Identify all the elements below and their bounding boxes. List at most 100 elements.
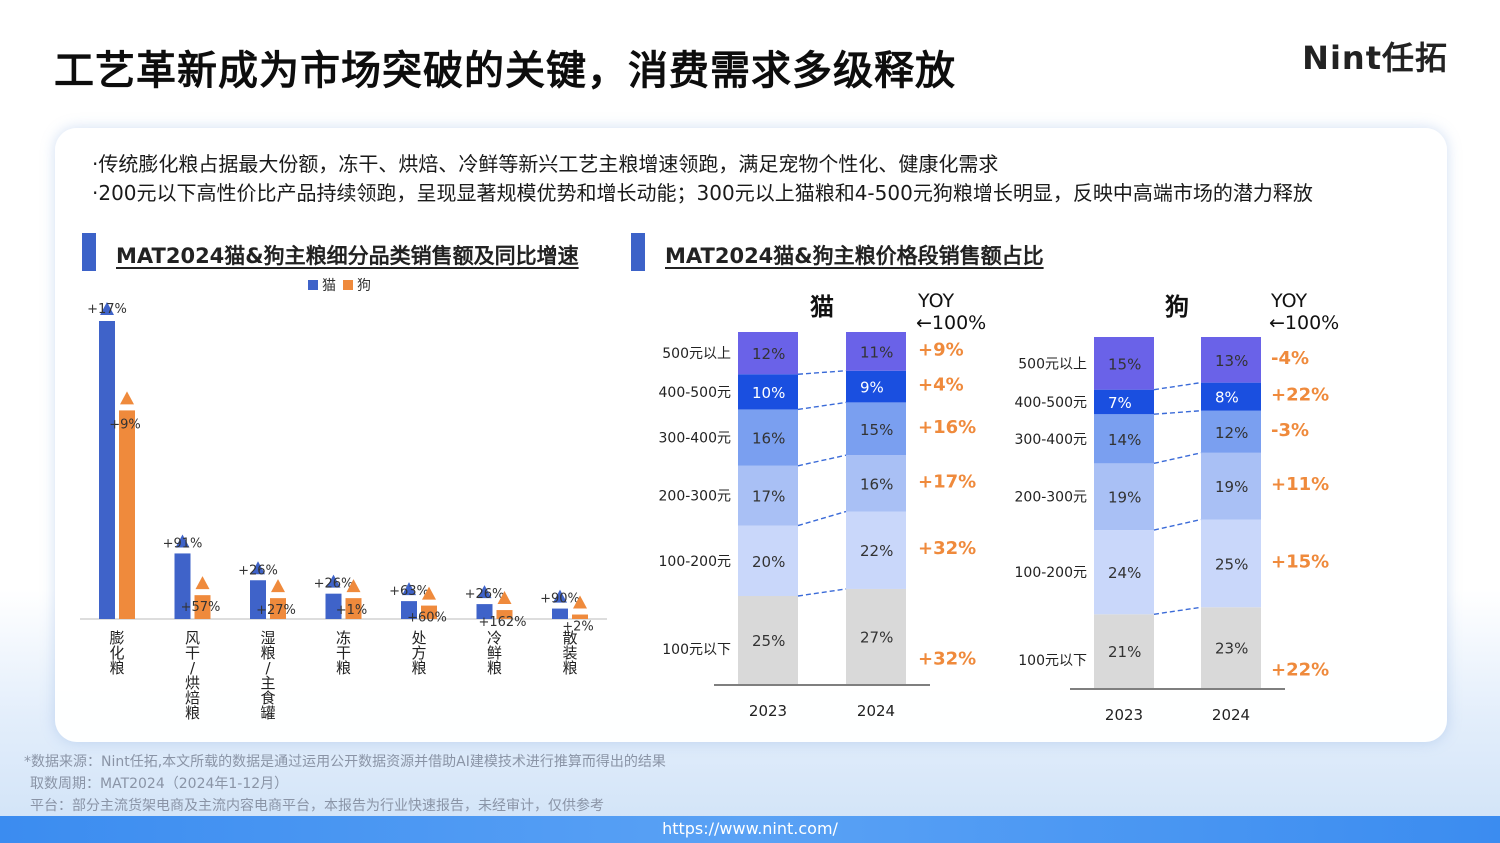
yoy-header: YOY [917, 290, 954, 312]
yoy-arrow-cat [175, 534, 190, 548]
yoy-value: +17% [918, 471, 976, 492]
stack-chart-title: 狗 [1165, 293, 1189, 321]
legend-swatch-cat [308, 280, 318, 290]
stack-segment [1201, 410, 1261, 453]
year-label: 2024 [857, 702, 895, 720]
yoy-header: YOY [1270, 290, 1307, 312]
data-label-dog: +1% [336, 603, 368, 618]
footer-platform: 平台：部分主流货架电商及主流内容电商平台，本报告为行业快速报告，未经审计，仅供参… [30, 798, 604, 814]
section-marker [631, 233, 645, 271]
segment-label: 500元以上 [1018, 356, 1087, 372]
stack-segment [1094, 614, 1154, 688]
yoy-arrow-dog [195, 576, 210, 590]
segment-value-label: 12% [1215, 424, 1248, 442]
stack-segment [846, 511, 906, 589]
x-tick-label: 化 [109, 644, 124, 662]
x-tick-label: 粮 [185, 704, 200, 722]
segment-value-label: 15% [1108, 355, 1141, 373]
x-tick-label: / [190, 659, 196, 677]
legend-label-cat: 猫 [322, 278, 336, 294]
footer-url[interactable]: https://www.nint.com/ [662, 819, 838, 838]
bar-dog [421, 605, 437, 619]
data-label-cat: +26% [465, 587, 505, 602]
yoy-arrow-dog [271, 579, 285, 593]
yoy-value: -4% [1271, 348, 1309, 369]
yoy-arrow-cat [100, 302, 114, 315]
segment-value-label: 15% [860, 421, 893, 439]
left-section-title: MAT2024猫&狗主粮细分品类销售额及同比增速 [116, 244, 579, 268]
bar-dog [345, 598, 362, 619]
connector-line [1153, 410, 1202, 415]
segment-value-label: 10% [752, 384, 785, 402]
segment-label: 400-500元 [1015, 395, 1088, 411]
yoy-arrow-dog [346, 579, 361, 593]
x-tick-label: 风 [185, 629, 200, 647]
segment-value-label: 20% [752, 553, 785, 571]
stack-segment [738, 409, 798, 466]
bar-cat [401, 601, 417, 619]
yoy-arrow-dog [497, 591, 512, 605]
bar-cat [250, 580, 266, 619]
connector-line [1153, 381, 1202, 391]
connector-line [797, 370, 847, 375]
segment-value-label: 23% [1215, 640, 1248, 658]
bullet-list: ·传统膨化粮占据最大份额，冻干、烘焙、冷鲜等新兴工艺主粮增速领跑，满足宠物个性化… [92, 150, 1313, 208]
yoy-value: +16% [918, 417, 976, 438]
data-label-dog: +162% [478, 615, 526, 630]
segment-value-label: 9% [860, 379, 884, 397]
yoy-arrow-cat [553, 589, 567, 603]
segment-label: 100-200元 [659, 554, 732, 570]
yoy-arrow-cat [477, 585, 492, 599]
x-tick-label: 食 [260, 689, 275, 707]
segment-label: 100-200元 [1015, 565, 1088, 581]
x-tick-label: 粮 [411, 659, 426, 677]
yoy-arrow-dog [573, 595, 587, 609]
x-tick-label: 烘 [185, 674, 200, 692]
bar-cat [325, 593, 342, 619]
segment-label: 100元以下 [1018, 653, 1087, 669]
stack-segment [846, 588, 906, 684]
x-tick-label: 膨 [109, 629, 124, 647]
x-tick-label: 冷 [487, 629, 502, 647]
yoy-value: +9% [918, 339, 964, 360]
year-label: 2023 [749, 702, 787, 720]
segment-label: 200-300元 [659, 489, 732, 505]
connector-line [797, 588, 847, 597]
year-label: 2023 [1105, 706, 1143, 724]
yoy-value: +32% [918, 538, 976, 559]
data-label-dog: +27% [256, 603, 296, 618]
data-label-cat: +91% [163, 536, 203, 551]
stack-segment [1094, 389, 1154, 415]
stack-segment [738, 596, 798, 684]
yoy-arrow-cat [402, 582, 416, 596]
x-tick-label: 干 [185, 644, 200, 662]
stack-segment [738, 332, 798, 375]
segment-value-label: 27% [860, 628, 893, 646]
stack-segment [1094, 530, 1154, 615]
connector-line [797, 454, 847, 467]
stack-segment [738, 525, 798, 596]
connector-line [1153, 606, 1202, 615]
x-tick-label: 鲜 [487, 644, 502, 662]
x-tick-label: / [265, 659, 271, 677]
segment-value-label: 21% [1108, 643, 1141, 661]
yoy-value: +32% [918, 648, 976, 669]
stack-segment [1094, 337, 1154, 390]
bar-cat [99, 321, 115, 619]
x-tick-label: 粮 [260, 644, 275, 662]
segment-label: 400-500元 [659, 385, 732, 401]
connector-line [797, 401, 847, 411]
bar-dog [496, 610, 513, 619]
segment-value-label: 14% [1108, 431, 1141, 449]
x-tick-label: 主 [260, 674, 275, 692]
footer-notes: *数据来源：Nint任拓,本文所载的数据是通过运用公开数据资源并借助AI建模技术… [24, 751, 666, 817]
stack-segment [1201, 607, 1261, 688]
segment-value-label: 16% [860, 475, 893, 493]
x-tick-label: 罐 [260, 704, 275, 722]
footer-bar [0, 816, 1500, 843]
footer-source: *数据来源：Nint任拓,本文所载的数据是通过运用公开数据资源并借助AI建模技术… [24, 754, 666, 770]
segment-value-label: 19% [1215, 478, 1248, 496]
bar-dog [119, 410, 135, 619]
data-label-cat: +26% [238, 563, 278, 578]
